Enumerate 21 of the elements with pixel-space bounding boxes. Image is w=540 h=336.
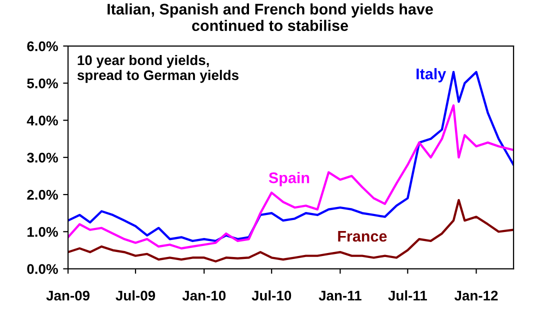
y-tick-label: 1.0% bbox=[28, 227, 58, 237]
x-tick-label: Jul-11 bbox=[388, 290, 427, 301]
line-series bbox=[68, 104, 514, 250]
x-tick-label: Jul-09 bbox=[116, 290, 156, 301]
y-tick-label: 6.0% bbox=[27, 41, 58, 52]
y-tick-label: 4.0% bbox=[26, 116, 58, 126]
y-tick-label: 2.0% bbox=[27, 190, 58, 200]
y-tick-label: 5.0% bbox=[27, 78, 58, 88]
annotation: 10 year bond yields, spread to German yields bbox=[77, 54, 238, 83]
series-label: Italy bbox=[416, 68, 446, 82]
x-tick-label: Jan-11 bbox=[318, 290, 362, 301]
series-label: Spain bbox=[268, 172, 310, 186]
y-tick-label: 0.0% bbox=[27, 264, 58, 274]
x-tick-label: Jan-09 bbox=[46, 290, 90, 301]
series-label: France bbox=[338, 231, 387, 242]
x-tick-label: Jan-10 bbox=[182, 290, 226, 301]
x-tick-label: Jul-10 bbox=[252, 290, 292, 301]
y-tick-label: 3.0% bbox=[26, 152, 58, 163]
chart-title: Italian, Spanish and French bond yields have continued to stabilise bbox=[108, 3, 433, 32]
x-tick-label: Jan-12 bbox=[454, 290, 498, 301]
line-series bbox=[68, 199, 514, 262]
